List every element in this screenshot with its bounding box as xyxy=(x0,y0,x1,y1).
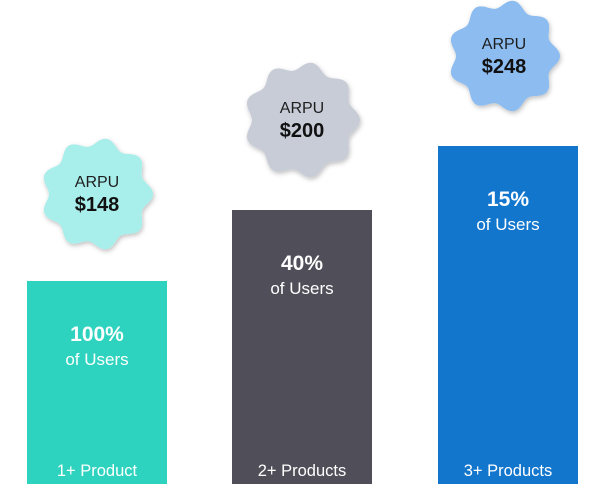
bar xyxy=(27,281,167,484)
bar-group-2: 40% of Users 2+ Products xyxy=(232,210,372,484)
bar xyxy=(232,210,372,484)
arpu-value: $248 xyxy=(482,56,527,78)
arpu-badge-1: ARPU $148 xyxy=(43,138,153,250)
arpu-value: $148 xyxy=(75,194,120,216)
bar-value-label: 100% xyxy=(70,323,124,346)
arpu-value: $200 xyxy=(280,120,325,142)
arpu-label: ARPU xyxy=(75,174,119,191)
arpu-label: ARPU xyxy=(482,36,526,53)
arpu-badge-3: ARPU $248 xyxy=(450,0,560,112)
bar-value-sublabel: of Users xyxy=(65,350,128,369)
bar-value-sublabel: of Users xyxy=(270,279,333,298)
category-label: 2+ Products xyxy=(258,462,347,480)
arpu-badge-shape xyxy=(246,62,360,178)
category-label: 1+ Product xyxy=(57,462,138,480)
bar-value-label: 40% xyxy=(281,252,323,275)
arpu-label: ARPU xyxy=(280,100,324,117)
bar-value-label: 15% xyxy=(487,188,529,211)
bar xyxy=(438,146,578,484)
bar-group-1: 100% of Users 1+ Product xyxy=(27,281,167,484)
arpu-badge-shape xyxy=(450,0,560,112)
category-label: 3+ Products xyxy=(464,462,553,480)
bar-group-3: 15% of Users 3+ Products xyxy=(438,146,578,484)
arpu-badge-shape xyxy=(43,138,153,250)
bar-value-sublabel: of Users xyxy=(476,215,539,234)
arpu-badge-2: ARPU $200 xyxy=(246,62,360,178)
